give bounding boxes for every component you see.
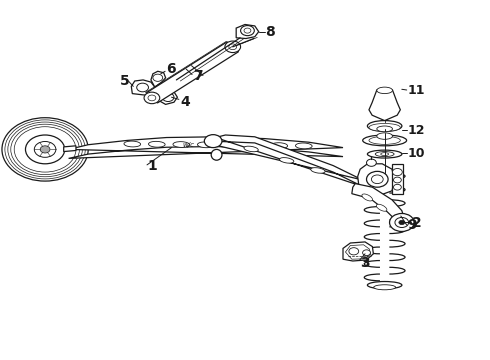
Text: 2: 2 [412, 216, 421, 230]
Ellipse shape [377, 133, 392, 139]
Polygon shape [343, 242, 373, 261]
Circle shape [393, 184, 401, 190]
Ellipse shape [173, 141, 190, 148]
Ellipse shape [295, 143, 312, 149]
Ellipse shape [362, 194, 372, 201]
Ellipse shape [148, 141, 165, 147]
Circle shape [363, 250, 370, 256]
Text: 4: 4 [180, 95, 190, 108]
Ellipse shape [377, 126, 392, 132]
Circle shape [34, 141, 56, 157]
Circle shape [11, 124, 79, 175]
Circle shape [392, 168, 402, 176]
Ellipse shape [376, 204, 387, 211]
Text: 5: 5 [120, 74, 130, 88]
Ellipse shape [368, 282, 402, 289]
Circle shape [14, 127, 76, 172]
Ellipse shape [369, 136, 400, 144]
Circle shape [8, 122, 82, 177]
Ellipse shape [211, 149, 222, 160]
Ellipse shape [381, 153, 389, 156]
Text: 9: 9 [408, 218, 417, 232]
Ellipse shape [363, 135, 407, 146]
Ellipse shape [246, 143, 263, 148]
Polygon shape [64, 146, 76, 152]
Text: 7: 7 [194, 69, 203, 82]
Ellipse shape [375, 152, 394, 157]
Polygon shape [159, 91, 177, 104]
Polygon shape [211, 135, 363, 186]
Polygon shape [358, 164, 394, 194]
Text: 6: 6 [167, 62, 176, 76]
Text: 1: 1 [147, 159, 157, 172]
Circle shape [25, 135, 65, 164]
Text: w/c: w/c [183, 142, 195, 148]
Polygon shape [236, 24, 259, 39]
Polygon shape [146, 42, 239, 103]
Ellipse shape [279, 158, 294, 163]
Ellipse shape [124, 141, 141, 147]
Circle shape [5, 120, 85, 179]
Polygon shape [131, 80, 155, 95]
Circle shape [395, 217, 409, 228]
Text: 8: 8 [266, 26, 275, 39]
Circle shape [148, 95, 156, 101]
Text: 10: 10 [408, 147, 425, 160]
Circle shape [399, 220, 405, 225]
Circle shape [244, 28, 251, 33]
Text: 11: 11 [408, 84, 425, 97]
Circle shape [390, 213, 414, 231]
Circle shape [204, 135, 222, 148]
Polygon shape [369, 90, 400, 121]
Polygon shape [352, 184, 405, 222]
Ellipse shape [368, 150, 402, 158]
Circle shape [137, 83, 148, 92]
Polygon shape [392, 164, 403, 194]
Ellipse shape [244, 146, 258, 152]
Ellipse shape [197, 142, 214, 148]
Ellipse shape [369, 123, 400, 131]
Ellipse shape [374, 285, 395, 290]
Text: 12: 12 [408, 124, 425, 137]
Polygon shape [345, 245, 370, 259]
Circle shape [241, 26, 254, 36]
Circle shape [229, 44, 237, 50]
Circle shape [153, 74, 163, 81]
Ellipse shape [271, 143, 288, 149]
Ellipse shape [222, 142, 239, 148]
Circle shape [162, 93, 174, 102]
Circle shape [367, 159, 376, 166]
Circle shape [2, 118, 88, 181]
Ellipse shape [311, 168, 325, 173]
Circle shape [349, 248, 359, 255]
Circle shape [393, 177, 401, 183]
Circle shape [40, 146, 50, 153]
Circle shape [225, 41, 241, 53]
Circle shape [367, 171, 388, 187]
Polygon shape [69, 137, 343, 158]
Ellipse shape [377, 87, 392, 94]
Ellipse shape [368, 121, 402, 131]
Text: 3: 3 [360, 256, 370, 270]
Circle shape [144, 92, 160, 104]
Circle shape [371, 175, 383, 184]
Polygon shape [151, 71, 166, 87]
